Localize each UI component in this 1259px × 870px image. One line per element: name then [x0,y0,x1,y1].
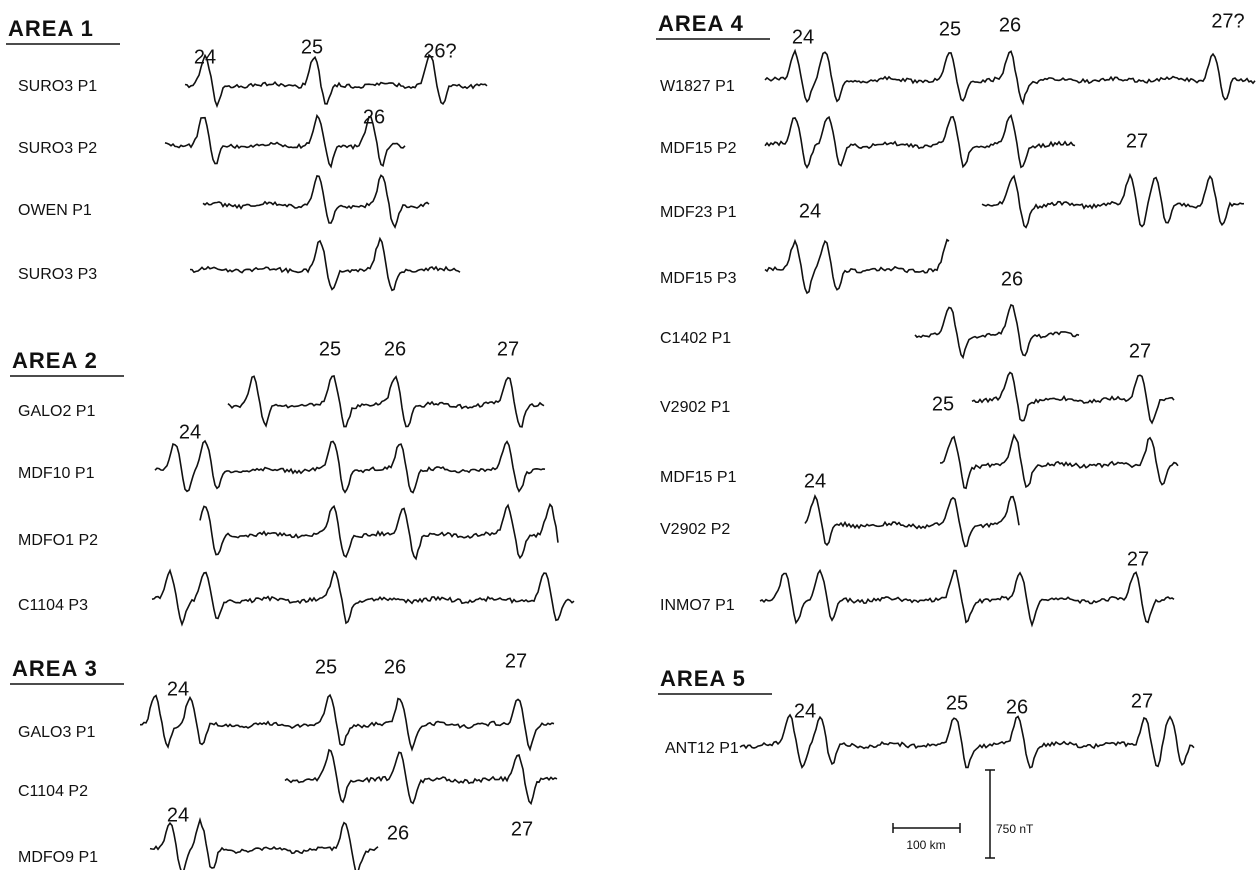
anomaly-label: 26 [363,106,385,128]
anomaly-label: 27 [1126,130,1148,152]
area-title: AREA 2 [12,348,98,373]
anomaly-label: 25 [939,18,961,40]
anomaly-label: 24 [167,804,189,826]
profile-label: SURO3 P3 [18,266,97,283]
magnetic-profile [764,114,1076,170]
profile-label: MDF23 P1 [660,204,737,221]
profile-label: MDFO1 P2 [18,532,98,549]
magnetic-profile [149,816,379,870]
area-title: AREA 1 [8,16,94,41]
anomaly-label: 24 [792,26,814,48]
anomaly-label: 24 [194,46,216,68]
anomaly-label: 25 [932,393,954,415]
anomaly-label: 24 [799,200,821,222]
anomaly-label: 25 [301,36,323,58]
anomaly-label: 27? [1211,10,1244,32]
field-scale-label: 750 nT [996,822,1034,836]
profile-label: V2902 P1 [660,399,730,416]
magnetic-profile [164,113,406,169]
profile-label: SURO3 P2 [18,140,97,157]
magnetic-profile [804,494,1020,548]
anomaly-label: 27 [497,338,519,360]
magnetic-profile [764,48,1256,106]
anomaly-label: 24 [167,678,189,700]
anomaly-label: 24 [179,421,201,443]
magnetic-profile [284,748,558,806]
profile-label: MDF10 P1 [18,465,95,482]
magnetic-profile [140,693,555,752]
profile-label: OWEN P1 [18,202,92,219]
magnetic-profile [981,172,1245,229]
magnetic-profile [939,433,1179,490]
profile-label: MDF15 P2 [660,140,737,157]
anomaly-label: 26 [387,822,409,844]
anomaly-label: 26? [423,40,456,62]
profile-label: ANT12 P1 [665,740,739,757]
magnetic-profile [227,375,545,428]
anomaly-label: 27 [505,650,527,672]
magnetic-profile [151,568,575,627]
profile-label: GALO2 P1 [18,403,95,420]
magnetic-profile [971,371,1175,425]
profile-label: W1827 P1 [660,78,735,95]
anomaly-label: 25 [315,656,337,678]
profile-label: INMO7 P1 [660,597,735,614]
distance-scale-label: 100 km [906,838,945,852]
profile-label: MDFO9 P1 [18,849,98,866]
area-title: AREA 3 [12,656,98,681]
anomaly-label: 27 [1131,690,1153,712]
anomaly-label: 26 [384,656,406,678]
profile-label: SURO3 P1 [18,78,97,95]
profile-label: C1104 P3 [18,597,88,614]
profile-label: C1402 P1 [660,330,731,347]
magnetic-profile [199,502,559,561]
anomaly-label: 24 [794,700,816,722]
magnetic-profile [739,713,1195,769]
magnetic-profile [184,53,488,109]
magnetic-profile [154,439,546,494]
anomaly-label: 27 [1127,548,1149,570]
anomaly-label: 26 [1006,696,1028,718]
anomaly-label: 25 [946,692,968,714]
profile-label: GALO3 P1 [18,724,95,741]
magnetic-profile [759,568,1175,628]
anomaly-label: 27 [511,818,533,840]
magnetic-profile [189,236,461,292]
area-title: AREA 4 [658,11,744,36]
anomaly-label: 26 [384,338,406,360]
anomaly-label: 24 [804,470,826,492]
anomaly-label: 27 [1129,340,1151,362]
magnetic-profile [764,238,950,295]
anomaly-label: 26 [1001,268,1023,290]
profile-label: C1104 P2 [18,783,88,800]
profile-label: MDF15 P1 [660,469,737,486]
anomaly-label: 26 [999,14,1021,36]
magnetic-profile [202,174,430,230]
magnetic-profile [914,303,1080,360]
area-title: AREA 5 [660,666,746,691]
profile-label: MDF15 P3 [660,270,737,287]
profile-label: V2902 P2 [660,521,730,538]
anomaly-label: 25 [319,338,341,360]
